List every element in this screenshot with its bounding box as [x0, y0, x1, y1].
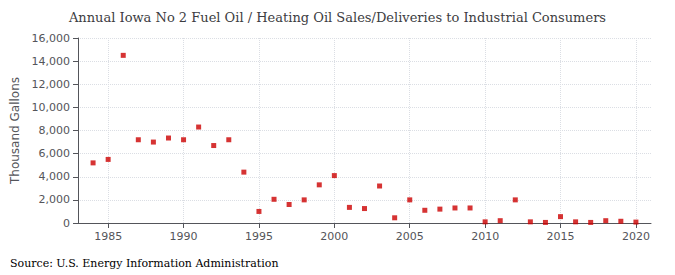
svg-text:2,000: 2,000	[39, 193, 71, 206]
svg-text:6,000: 6,000	[39, 147, 71, 160]
svg-text:14,000: 14,000	[32, 55, 71, 68]
svg-text:2000: 2000	[320, 230, 348, 243]
svg-text:10,000: 10,000	[32, 101, 71, 114]
svg-text:Thousand Gallons: Thousand Gallons	[8, 77, 22, 185]
svg-text:0: 0	[63, 217, 70, 230]
svg-text:2020: 2020	[622, 230, 650, 243]
svg-text:1990: 1990	[170, 230, 198, 243]
svg-text:Source: U.S. Energy Informatio: Source: U.S. Energy Information Administ…	[10, 257, 278, 270]
svg-text:16,000: 16,000	[32, 32, 71, 45]
svg-text:Annual Iowa No 2 Fuel Oil / He: Annual Iowa No 2 Fuel Oil / Heating Oil …	[68, 10, 606, 25]
svg-text:1985: 1985	[94, 230, 122, 243]
svg-text:2010: 2010	[471, 230, 499, 243]
svg-text:2015: 2015	[547, 230, 575, 243]
svg-text:4,000: 4,000	[39, 170, 71, 183]
svg-text:2005: 2005	[396, 230, 424, 243]
svg-text:1995: 1995	[245, 230, 273, 243]
svg-text:8,000: 8,000	[39, 124, 71, 137]
svg-text:12,000: 12,000	[32, 78, 71, 91]
